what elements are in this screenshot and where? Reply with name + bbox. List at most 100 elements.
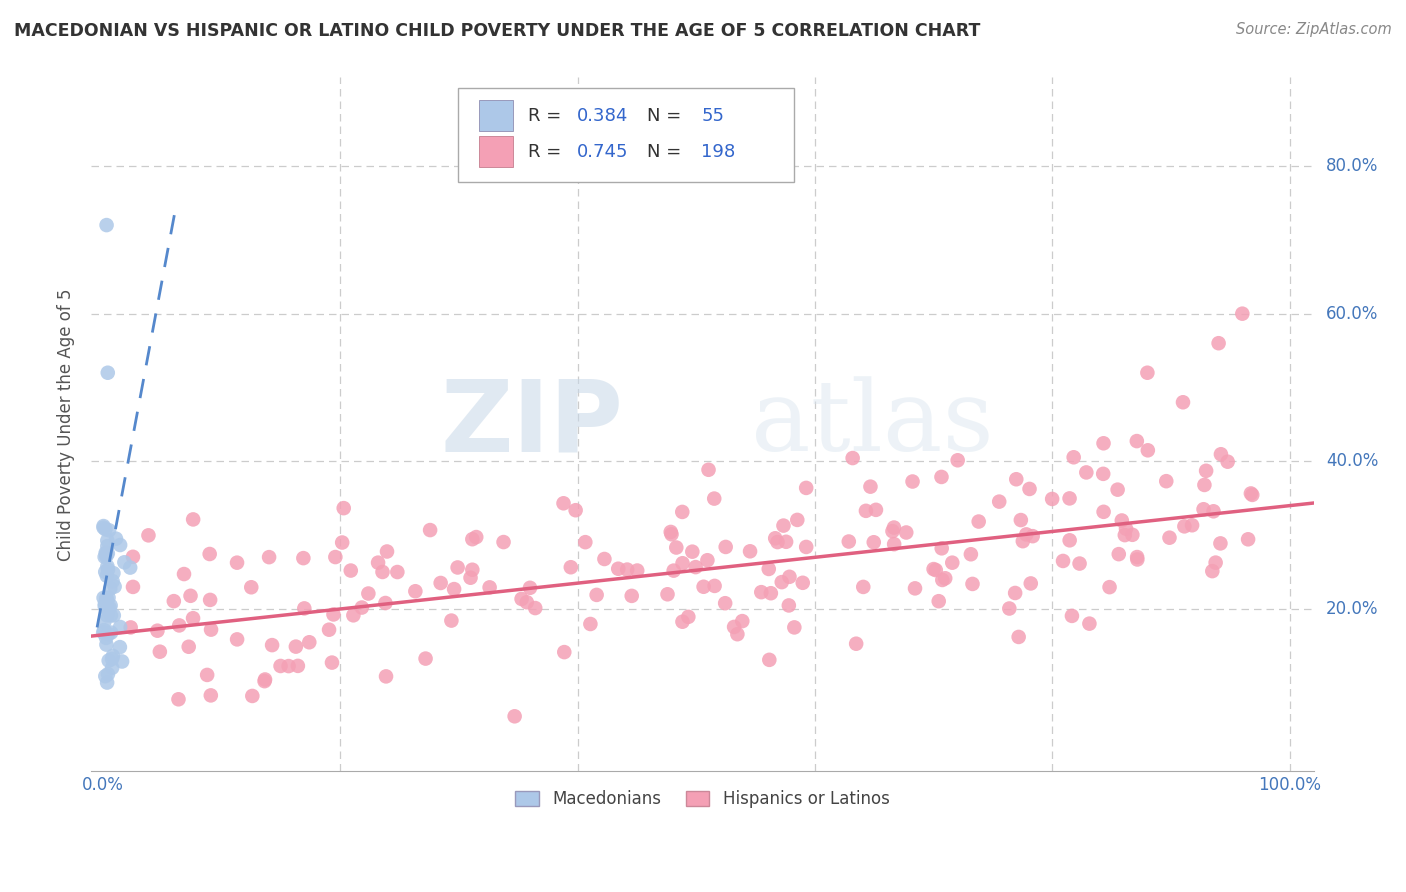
- Point: [697, 463, 720, 477]
- Point: [758, 653, 780, 667]
- Point: [585, 588, 607, 602]
- Point: [671, 615, 693, 629]
- Point: [1216, 455, 1239, 469]
- Point: [325, 549, 347, 564]
- Point: [962, 577, 984, 591]
- Point: [342, 608, 364, 623]
- Point: [1240, 486, 1263, 500]
- Point: [661, 527, 683, 541]
- Point: [941, 556, 963, 570]
- Point: [198, 593, 221, 607]
- Y-axis label: Child Poverty Under the Age of 5: Child Poverty Under the Age of 5: [58, 288, 75, 561]
- Legend: Macedonians, Hispanics or Latinos: Macedonians, Hispanics or Latinos: [509, 784, 896, 815]
- Point: [714, 596, 737, 610]
- Point: [96, 569, 118, 583]
- Point: [108, 538, 131, 552]
- Point: [1201, 564, 1223, 578]
- Point: [931, 573, 953, 587]
- Point: [786, 513, 808, 527]
- Point: [101, 574, 124, 589]
- Point: [93, 615, 115, 629]
- Point: [931, 470, 953, 484]
- FancyBboxPatch shape: [458, 87, 794, 182]
- Point: [1171, 395, 1194, 409]
- Point: [1092, 436, 1115, 450]
- Text: 40.0%: 40.0%: [1326, 452, 1378, 470]
- Point: [524, 601, 547, 615]
- Point: [696, 553, 718, 567]
- Point: [960, 547, 983, 561]
- Point: [122, 549, 145, 564]
- Point: [104, 532, 127, 546]
- Point: [841, 451, 863, 466]
- Point: [332, 501, 354, 516]
- Point: [714, 540, 737, 554]
- Point: [287, 658, 309, 673]
- Point: [465, 530, 488, 544]
- Point: [1209, 447, 1232, 461]
- Text: R =: R =: [527, 107, 567, 125]
- Point: [415, 651, 437, 665]
- Point: [298, 635, 321, 649]
- Point: [96, 593, 118, 607]
- Point: [120, 620, 142, 634]
- Point: [375, 669, 398, 683]
- Point: [1078, 616, 1101, 631]
- Point: [1008, 630, 1031, 644]
- Point: [1237, 533, 1260, 547]
- Point: [792, 575, 814, 590]
- Point: [93, 623, 115, 637]
- Point: [173, 567, 195, 582]
- Point: [98, 600, 121, 615]
- Point: [104, 580, 127, 594]
- Point: [692, 580, 714, 594]
- Point: [1060, 608, 1083, 623]
- Point: [96, 218, 118, 232]
- Point: [357, 586, 380, 600]
- Point: [292, 601, 315, 615]
- Point: [1126, 552, 1149, 566]
- Point: [519, 581, 541, 595]
- Point: [1136, 366, 1159, 380]
- Point: [103, 608, 125, 623]
- Point: [685, 560, 707, 574]
- Point: [270, 659, 292, 673]
- Point: [1063, 450, 1085, 465]
- Point: [703, 579, 725, 593]
- Point: [478, 580, 501, 594]
- Point: [94, 669, 117, 683]
- Point: [461, 532, 484, 546]
- Point: [1019, 576, 1042, 591]
- Point: [1059, 491, 1081, 506]
- Point: [1241, 488, 1264, 502]
- Point: [759, 586, 782, 600]
- Point: [1092, 467, 1115, 481]
- Point: [1209, 536, 1232, 550]
- Point: [375, 544, 398, 558]
- Point: [1108, 547, 1130, 561]
- Point: [882, 524, 904, 539]
- Point: [100, 599, 122, 613]
- Point: [758, 562, 780, 576]
- Point: [97, 591, 120, 605]
- Point: [292, 551, 315, 566]
- Point: [94, 522, 117, 536]
- Point: [883, 537, 905, 551]
- Point: [138, 528, 160, 542]
- Text: 20.0%: 20.0%: [1326, 600, 1378, 618]
- Point: [321, 656, 343, 670]
- Point: [896, 525, 918, 540]
- Text: atlas: atlas: [751, 376, 994, 472]
- Point: [560, 560, 582, 574]
- Point: [770, 575, 793, 590]
- Point: [322, 607, 344, 622]
- Point: [96, 603, 118, 617]
- Point: [112, 555, 135, 569]
- Point: [350, 600, 373, 615]
- Point: [240, 689, 263, 703]
- Point: [460, 571, 482, 585]
- Point: [181, 611, 204, 625]
- Point: [97, 667, 120, 681]
- Point: [195, 668, 218, 682]
- Point: [97, 627, 120, 641]
